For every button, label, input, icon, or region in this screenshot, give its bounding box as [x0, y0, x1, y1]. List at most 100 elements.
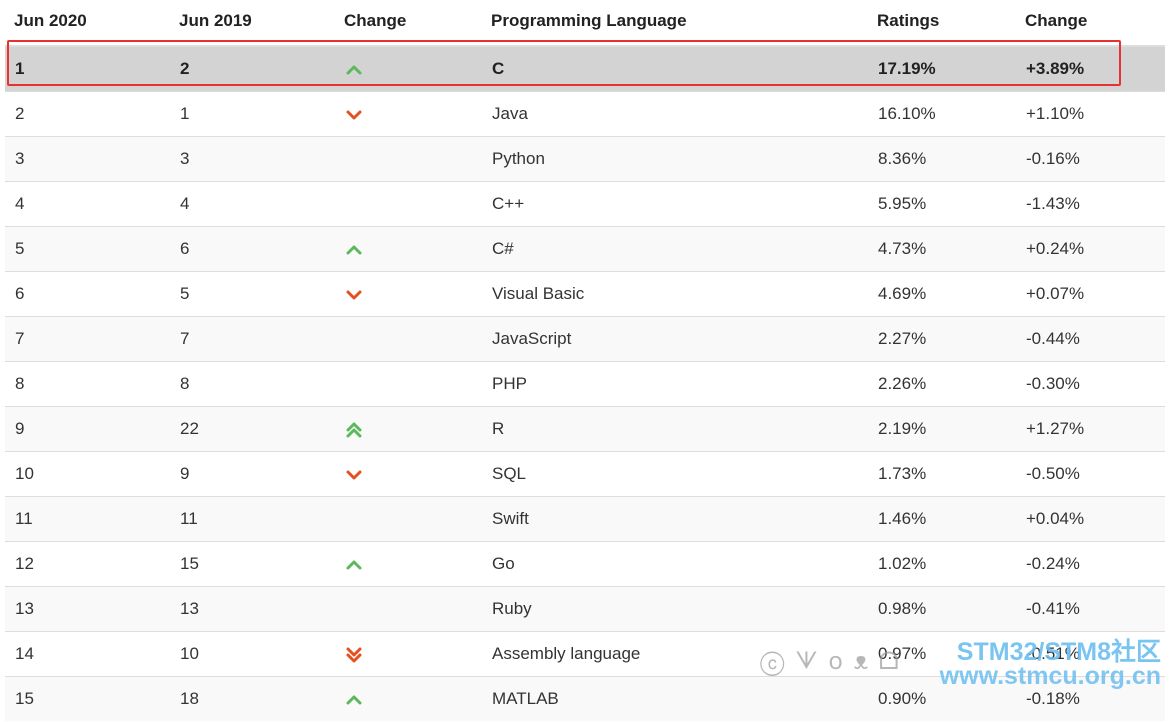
- rank-2020-cell: 7: [5, 316, 170, 362]
- ranking-table: Jun 2020 Jun 2019 Change Programming Lan…: [5, 0, 1165, 721]
- change-cell: +0.07%: [1016, 271, 1165, 317]
- trend-cell: [335, 226, 482, 272]
- change-cell: -0.16%: [1016, 136, 1165, 182]
- trend-cell: [335, 316, 482, 362]
- header-jun-2020[interactable]: Jun 2020: [5, 0, 170, 47]
- language-cell: MATLAB: [482, 676, 868, 721]
- rating-cell: 2.19%: [868, 406, 1016, 452]
- table-row[interactable]: 6 5 Visual Basic 4.69% +0.07%: [5, 271, 1165, 317]
- trend-cell: [335, 136, 482, 182]
- table-row[interactable]: 3 3 Python 8.36% -0.16%: [5, 136, 1165, 182]
- change-cell: -0.18%: [1016, 676, 1165, 721]
- language-cell: C#: [482, 226, 868, 272]
- rank-2019-cell: 18: [170, 676, 335, 721]
- rank-2020-cell: 14: [5, 631, 170, 677]
- rank-2019-cell: 5: [170, 271, 335, 317]
- rank-2020-cell: 3: [5, 136, 170, 182]
- change-cell: -0.41%: [1016, 586, 1165, 632]
- rating-cell: 2.26%: [868, 361, 1016, 407]
- rating-cell: 4.73%: [868, 226, 1016, 272]
- trend-cell: [335, 45, 482, 92]
- rank-2020-cell: 6: [5, 271, 170, 317]
- rank-2020-cell: 4: [5, 181, 170, 227]
- language-cell: Python: [482, 136, 868, 182]
- rank-2019-cell: 22: [170, 406, 335, 452]
- rating-cell: 5.95%: [868, 181, 1016, 227]
- trend-cell: [335, 271, 482, 317]
- rank-2020-cell: 8: [5, 361, 170, 407]
- header-change-value[interactable]: Change: [1016, 0, 1165, 47]
- trend-cell: [335, 181, 482, 227]
- up-arrow-icon: [346, 560, 362, 570]
- trend-cell: [335, 361, 482, 407]
- change-cell: -0.44%: [1016, 316, 1165, 362]
- rating-cell: 1.02%: [868, 541, 1016, 587]
- header-ratings[interactable]: Ratings: [868, 0, 1016, 47]
- table-row[interactable]: 4 4 C++ 5.95% -1.43%: [5, 181, 1165, 227]
- rating-cell: 1.73%: [868, 451, 1016, 497]
- rank-2020-cell: 11: [5, 496, 170, 542]
- rank-2019-cell: 10: [170, 631, 335, 677]
- language-cell: PHP: [482, 361, 868, 407]
- rank-2020-cell: 1: [5, 45, 170, 92]
- language-cell: JavaScript: [482, 316, 868, 362]
- down-arrow-icon: [346, 110, 362, 120]
- header-change-trend[interactable]: Change: [335, 0, 482, 47]
- table-row[interactable]: 7 7 JavaScript 2.27% -0.44%: [5, 316, 1165, 362]
- down-arrow-icon: [346, 470, 362, 480]
- double-down-arrow-icon: [346, 647, 362, 663]
- change-cell: -0.50%: [1016, 451, 1165, 497]
- language-cell: R: [482, 406, 868, 452]
- trend-cell: [335, 451, 482, 497]
- change-cell: -1.43%: [1016, 181, 1165, 227]
- rating-cell: 0.98%: [868, 586, 1016, 632]
- language-cell: C++: [482, 181, 868, 227]
- rating-cell: 0.90%: [868, 676, 1016, 721]
- rating-cell: 8.36%: [868, 136, 1016, 182]
- rank-2020-cell: 5: [5, 226, 170, 272]
- table-header-row: Jun 2020 Jun 2019 Change Programming Lan…: [5, 0, 1165, 47]
- rank-2019-cell: 3: [170, 136, 335, 182]
- trend-cell: [335, 541, 482, 587]
- table-row[interactable]: 8 8 PHP 2.26% -0.30%: [5, 361, 1165, 407]
- table-row[interactable]: 9 22 R 2.19% +1.27%: [5, 406, 1165, 452]
- change-cell: +0.24%: [1016, 226, 1165, 272]
- rank-2020-cell: 10: [5, 451, 170, 497]
- change-cell: -0.30%: [1016, 361, 1165, 407]
- header-jun-2019[interactable]: Jun 2019: [170, 0, 335, 47]
- rating-cell: 1.46%: [868, 496, 1016, 542]
- table-row[interactable]: 1 2 C 17.19% +3.89%: [5, 45, 1165, 92]
- table-row[interactable]: 11 11 Swift 1.46% +0.04%: [5, 496, 1165, 542]
- rating-cell: 0.97%: [868, 631, 1016, 677]
- up-arrow-icon: [346, 245, 362, 255]
- up-arrow-icon: [346, 65, 362, 75]
- trend-cell: [335, 676, 482, 721]
- up-arrow-icon: [346, 695, 362, 705]
- language-cell: Visual Basic: [482, 271, 868, 317]
- table-body: 1 2 C 17.19% +3.89% 2 1 Java 16.10% +1.10% 3 3 Pytho…: [5, 45, 1165, 721]
- table-row[interactable]: 10 9 SQL 1.73% -0.50%: [5, 451, 1165, 497]
- rank-2019-cell: 9: [170, 451, 335, 497]
- down-arrow-icon: [346, 290, 362, 300]
- rank-2020-cell: 2: [5, 91, 170, 137]
- table-row[interactable]: 2 1 Java 16.10% +1.10%: [5, 91, 1165, 137]
- trend-cell: [335, 91, 482, 137]
- rank-2019-cell: 2: [170, 45, 335, 92]
- language-cell: Assembly language: [482, 631, 868, 677]
- language-cell: Go: [482, 541, 868, 587]
- language-cell: SQL: [482, 451, 868, 497]
- table-row[interactable]: 13 13 Ruby 0.98% -0.41%: [5, 586, 1165, 632]
- table-row[interactable]: 15 18 MATLAB 0.90% -0.18%: [5, 676, 1165, 721]
- rank-2019-cell: 11: [170, 496, 335, 542]
- header-programming-language[interactable]: Programming Language: [482, 0, 868, 47]
- rank-2019-cell: 6: [170, 226, 335, 272]
- change-cell: -0.51%: [1016, 631, 1165, 677]
- trend-cell: [335, 406, 482, 452]
- table-row[interactable]: 14 10 Assembly language 0.97% -0.51%: [5, 631, 1165, 677]
- rating-cell: 2.27%: [868, 316, 1016, 362]
- language-cell: Java: [482, 91, 868, 137]
- language-cell: Ruby: [482, 586, 868, 632]
- language-cell: C: [482, 45, 868, 92]
- table-row[interactable]: 12 15 Go 1.02% -0.24%: [5, 541, 1165, 587]
- table-row[interactable]: 5 6 C# 4.73% +0.24%: [5, 226, 1165, 272]
